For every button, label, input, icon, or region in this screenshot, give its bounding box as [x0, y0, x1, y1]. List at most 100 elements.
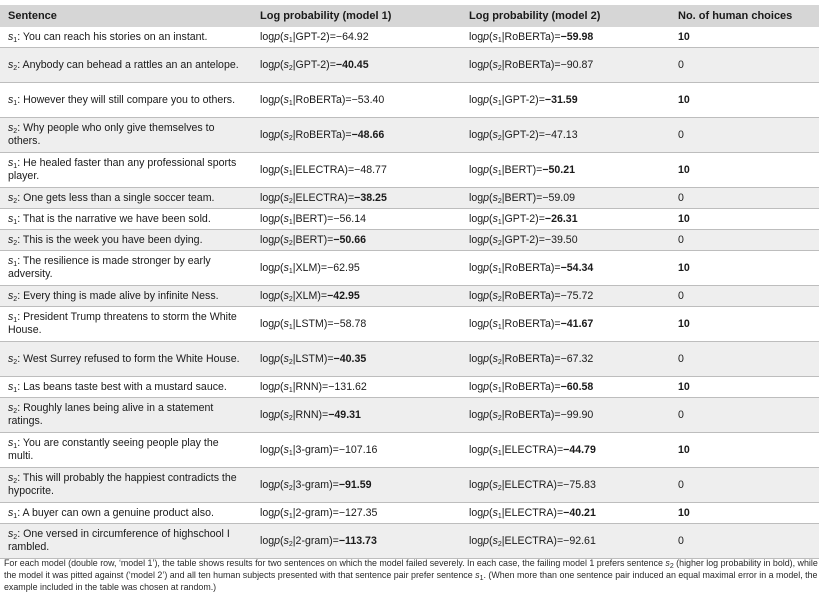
sentence-cell: s1: The resilience is made stronger by e… [0, 250, 252, 286]
table-row: s2: One versed in circumference of highs… [0, 523, 819, 559]
sentence-cell: s1: You are constantly seeing people pla… [0, 432, 252, 468]
table-row: s2: Roughly lanes being alive in a state… [0, 397, 819, 433]
table-row: s1: However they will still compare you … [0, 82, 819, 118]
footnote-part2: (higher log probability in bold), while … [4, 558, 818, 581]
log-prob-model2-cell: logp(s2|GPT-2)=−39.50 [461, 229, 670, 251]
log-prob-model1-cell: logp(s2|BERT)=−50.66 [252, 229, 461, 251]
header-sentence: Sentence [0, 5, 252, 27]
table-row: s2: West Surrey refused to form the Whit… [0, 341, 819, 377]
log-prob-model2-cell: logp(s1|RoBERTa)=−60.58 [461, 376, 670, 398]
table-row: s1: Las beans taste best with a mustard … [0, 376, 819, 398]
human-choices-cell: 10 [670, 306, 819, 342]
human-choices-cell: 10 [670, 250, 819, 286]
log-prob-model2-cell: logp(s1|RoBERTa)=−59.98 [461, 27, 670, 48]
sentence-cell: s1: He healed faster than any profession… [0, 152, 252, 188]
header-human-choices: No. of human choices [670, 5, 819, 27]
human-choices-cell: 10 [670, 27, 819, 48]
log-prob-model2-cell: logp(s2|RoBERTa)=−90.87 [461, 47, 670, 83]
results-table: Sentence Log probability (model 1) Log p… [0, 5, 819, 559]
human-choices-cell: 0 [670, 523, 819, 559]
log-prob-model2-cell: logp(s1|GPT-2)=−31.59 [461, 82, 670, 118]
table-row: s2: Why people who only give themselves … [0, 117, 819, 153]
human-choices-cell: 10 [670, 152, 819, 188]
sentence-cell: s2: Roughly lanes being alive in a state… [0, 397, 252, 433]
table-row: s2: This will probably the happiest cont… [0, 467, 819, 503]
log-prob-model1-cell: logp(s2|GPT-2)=−40.45 [252, 47, 461, 83]
sentence-cell: s2: Anybody can behead a rattles an an a… [0, 47, 252, 83]
sentence-cell: s1: A buyer can own a genuine product al… [0, 502, 252, 524]
log-prob-model1-cell: logp(s1|XLM)=−62.95 [252, 250, 461, 286]
table-row: s1: You are constantly seeing people pla… [0, 432, 819, 468]
sentence-cell: s2: Every thing is made alive by infinit… [0, 285, 252, 307]
footnote-part1: For each model (double row, ‘model 1’), … [4, 558, 666, 568]
table-row: s1: A buyer can own a genuine product al… [0, 502, 819, 524]
header-model1: Log probability (model 1) [252, 5, 461, 27]
table-body: s1: You can reach his stories on an inst… [0, 27, 819, 559]
sentence-cell: s1: President Trump threatens to storm t… [0, 306, 252, 342]
human-choices-cell: 0 [670, 47, 819, 83]
log-prob-model1-cell: logp(s2|ELECTRA)=−38.25 [252, 187, 461, 209]
log-prob-model1-cell: logp(s1|ELECTRA)=−48.77 [252, 152, 461, 188]
log-prob-model2-cell: logp(s1|BERT)=−50.21 [461, 152, 670, 188]
human-choices-cell: 0 [670, 187, 819, 209]
human-choices-cell: 10 [670, 432, 819, 468]
log-prob-model2-cell: logp(s1|GPT-2)=−26.31 [461, 208, 670, 230]
human-choices-cell: 0 [670, 467, 819, 503]
log-prob-model2-cell: logp(s2|RoBERTa)=−67.32 [461, 341, 670, 377]
sentence-cell: s2: One versed in circumference of highs… [0, 523, 252, 559]
human-choices-cell: 10 [670, 82, 819, 118]
log-prob-model1-cell: logp(s1|RNN)=−131.62 [252, 376, 461, 398]
log-prob-model2-cell: logp(s2|BERT)=−59.09 [461, 187, 670, 209]
table-row: s2: This is the week you have been dying… [0, 229, 819, 251]
table-row: s2: One gets less than a single soccer t… [0, 187, 819, 209]
sentence-cell: s1: However they will still compare you … [0, 82, 252, 118]
log-prob-model1-cell: logp(s2|LSTM)=−40.35 [252, 341, 461, 377]
log-prob-model1-cell: logp(s1|RoBERTa)=−53.40 [252, 82, 461, 118]
table-row: s1: You can reach his stories on an inst… [0, 27, 819, 48]
human-choices-cell: 0 [670, 285, 819, 307]
table-row: s2: Every thing is made alive by infinit… [0, 285, 819, 307]
log-prob-model1-cell: logp(s1|3-gram)=−107.16 [252, 432, 461, 468]
human-choices-cell: 10 [670, 502, 819, 524]
log-prob-model1-cell: logp(s2|XLM)=−42.95 [252, 285, 461, 307]
human-choices-cell: 0 [670, 341, 819, 377]
log-prob-model1-cell: logp(s1|GPT-2)=−64.92 [252, 27, 461, 48]
log-prob-model2-cell: logp(s1|ELECTRA)=−44.79 [461, 432, 670, 468]
header-model2: Log probability (model 2) [461, 5, 670, 27]
header-row: Sentence Log probability (model 1) Log p… [0, 5, 819, 27]
human-choices-cell: 10 [670, 376, 819, 398]
sentence-cell: s1: Las beans taste best with a mustard … [0, 376, 252, 398]
log-prob-model2-cell: logp(s2|RoBERTa)=−75.72 [461, 285, 670, 307]
sentence-cell: s1: That is the narrative we have been s… [0, 208, 252, 230]
log-prob-model2-cell: logp(s2|GPT-2)=−47.13 [461, 117, 670, 153]
sentence-cell: s2: Why people who only give themselves … [0, 117, 252, 153]
sentence-cell: s1: You can reach his stories on an inst… [0, 27, 252, 48]
sentence-cell: s2: West Surrey refused to form the Whit… [0, 341, 252, 377]
sentence-cell: s2: One gets less than a single soccer t… [0, 187, 252, 209]
log-prob-model1-cell: logp(s2|3-gram)=−91.59 [252, 467, 461, 503]
log-prob-model1-cell: logp(s1|LSTM)=−58.78 [252, 306, 461, 342]
human-choices-cell: 0 [670, 397, 819, 433]
table-row: s2: Anybody can behead a rattles an an a… [0, 47, 819, 83]
human-choices-cell: 0 [670, 117, 819, 153]
log-prob-model1-cell: logp(s2|RNN)=−49.31 [252, 397, 461, 433]
footnote-part3: . (When more than one sentence pair indu… [4, 570, 818, 593]
table-row: s1: He healed faster than any profession… [0, 152, 819, 188]
sentence-cell: s2: This is the week you have been dying… [0, 229, 252, 251]
log-prob-model2-cell: logp(s1|RoBERTa)=−54.34 [461, 250, 670, 286]
table-row: s1: President Trump threatens to storm t… [0, 306, 819, 342]
log-prob-model2-cell: logp(s2|RoBERTa)=−99.90 [461, 397, 670, 433]
human-choices-cell: 0 [670, 229, 819, 251]
human-choices-cell: 10 [670, 208, 819, 230]
log-prob-model2-cell: logp(s1|ELECTRA)=−40.21 [461, 502, 670, 524]
log-prob-model2-cell: logp(s2|ELECTRA)=−75.83 [461, 467, 670, 503]
log-prob-model1-cell: logp(s1|2-gram)=−127.35 [252, 502, 461, 524]
log-prob-model1-cell: logp(s1|BERT)=−56.14 [252, 208, 461, 230]
log-prob-model1-cell: logp(s2|RoBERTa)=−48.66 [252, 117, 461, 153]
log-prob-model2-cell: logp(s2|ELECTRA)=−92.61 [461, 523, 670, 559]
log-prob-model1-cell: logp(s2|2-gram)=−113.73 [252, 523, 461, 559]
log-prob-model2-cell: logp(s1|RoBERTa)=−41.67 [461, 306, 670, 342]
sentence-cell: s2: This will probably the happiest cont… [0, 467, 252, 503]
table-row: s1: That is the narrative we have been s… [0, 208, 819, 230]
